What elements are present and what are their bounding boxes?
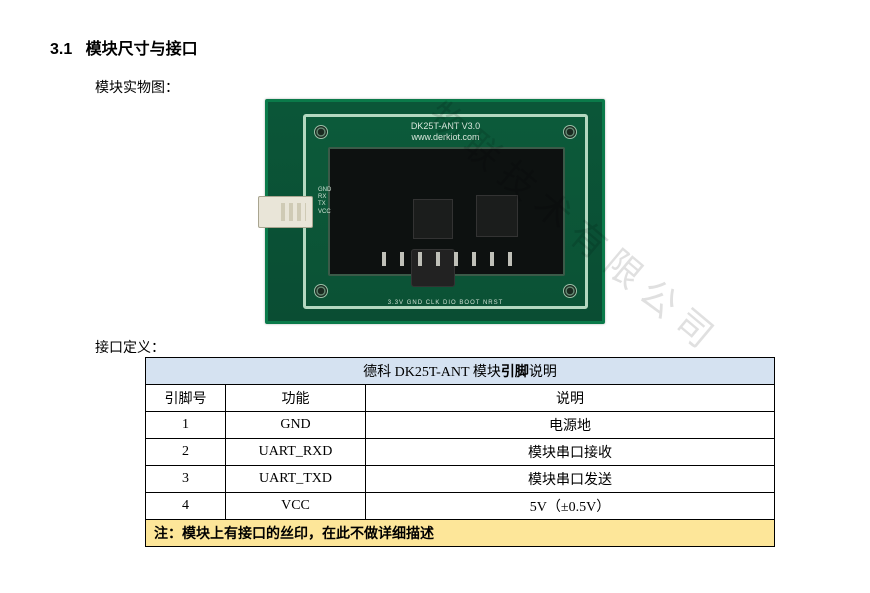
table-row: 3 UART_TXD 模块串口发送 <box>146 466 775 493</box>
pcb-left-pin-labels: GND RX TX VCC <box>318 187 331 216</box>
mounting-hole-icon <box>314 284 328 298</box>
table-row: 1 GND 电源地 <box>146 412 775 439</box>
section-title: 模块尺寸与接口 <box>86 41 198 58</box>
pin-definition-table: 德科 DK25T-ANT 模块引脚说明 引脚号 功能 说明 1 GND 电源地 … <box>145 357 775 547</box>
chip-icon <box>476 195 518 237</box>
table-title: 德科 DK25T-ANT 模块引脚说明 <box>146 358 775 385</box>
pcb-silk-line2: www.derkiot.com <box>306 132 585 143</box>
mounting-hole-icon <box>563 125 577 139</box>
figure-caption: 模块实物图： <box>95 77 820 97</box>
pcb-bottom-header <box>382 252 512 266</box>
figure-pcb-photo: DK25T-ANT V3.0 www.derkiot.com 3.3V GND … <box>50 99 820 329</box>
interface-caption: 接口定义： <box>95 337 820 357</box>
table-header-func: 功能 <box>226 385 366 412</box>
section-number: 3.1 <box>50 41 72 58</box>
pcb-silk-line1: DK25T-ANT V3.0 <box>306 121 585 132</box>
table-header-desc: 说明 <box>366 385 775 412</box>
mounting-hole-icon <box>314 125 328 139</box>
table-header-pinno: 引脚号 <box>146 385 226 412</box>
table-row: 4 VCC 5V（±0.5V） <box>146 493 775 520</box>
table-note: 注：模块上有接口的丝印，在此不做详细描述 <box>146 520 775 547</box>
table-row: 2 UART_RXD 模块串口接收 <box>146 439 775 466</box>
mounting-hole-icon <box>563 284 577 298</box>
pcb-board: DK25T-ANT V3.0 www.derkiot.com 3.3V GND … <box>265 99 605 324</box>
chip-icon <box>413 199 453 239</box>
pcb-bottom-silk: 3.3V GND CLK DIO BOOT NRST <box>388 300 504 306</box>
connector-icon <box>258 196 313 228</box>
section-heading: 3.1 模块尺寸与接口 <box>50 35 820 59</box>
